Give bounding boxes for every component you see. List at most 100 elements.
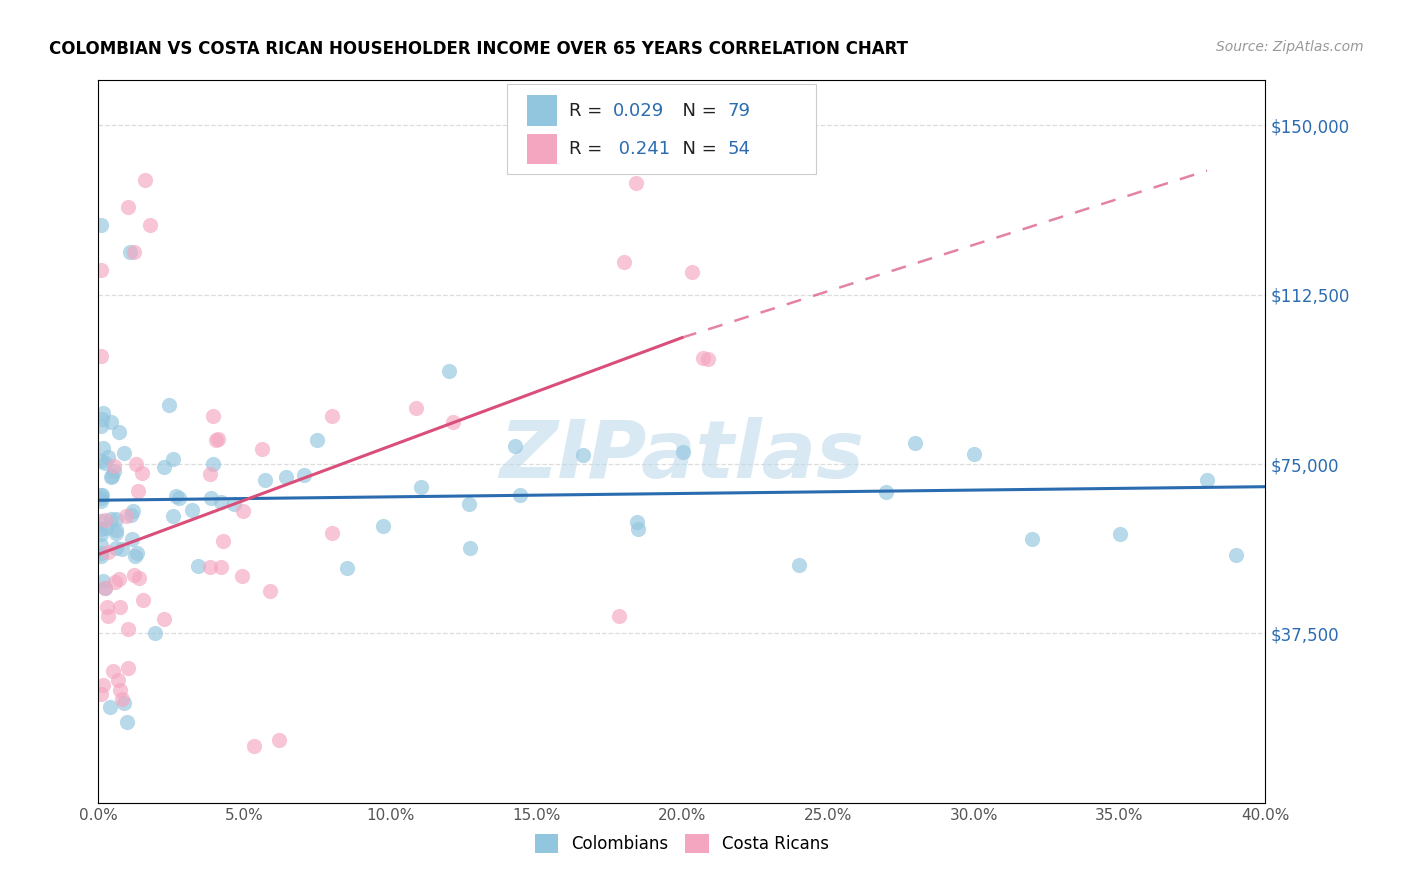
Point [104,541,127,555]
Point [124,244,146,259]
Point [458,541,481,555]
Point [90,514,112,528]
Point [162,509,184,524]
Point [104,574,127,589]
Point [90,349,112,363]
Point [117,714,139,729]
Point [97,545,120,559]
Point [267,732,290,747]
Point [321,526,343,541]
Point [132,592,155,607]
Point [200,491,222,505]
Point [125,457,148,471]
Point [252,442,274,457]
Point [458,497,481,511]
Point [90,491,112,505]
Point [90,539,112,553]
Point [108,599,131,614]
FancyBboxPatch shape [508,84,815,174]
Point [371,519,394,533]
Point [120,508,142,523]
Point [117,200,139,214]
Point [96,599,118,614]
Point [153,612,176,626]
Text: Source: ZipAtlas.com: Source: ZipAtlas.com [1216,40,1364,54]
Point [180,503,202,517]
Point [122,568,145,582]
Point [112,697,135,711]
Point [336,560,359,574]
Point [904,436,927,450]
Point [222,497,245,511]
Point [90,263,112,277]
Point [202,409,225,423]
Point [1021,532,1043,546]
Point [409,480,432,494]
Point [124,549,146,563]
Point [875,484,897,499]
Point [321,409,343,424]
Point [104,512,127,526]
Point [111,692,134,706]
Point [125,546,148,560]
Point [91,574,114,588]
Point [612,255,634,269]
FancyBboxPatch shape [527,95,557,126]
Point [90,418,112,433]
Point [100,512,122,526]
Point [94,513,117,527]
Text: 79: 79 [727,102,751,120]
Point [97,450,120,464]
Text: R =: R = [568,140,607,158]
Point [624,176,647,190]
Point [139,218,162,232]
Point [114,508,136,523]
Point [93,581,115,595]
Text: 54: 54 [727,140,751,158]
Point [165,489,187,503]
Text: ZIPatlas: ZIPatlas [499,417,865,495]
Text: N =: N = [672,140,723,158]
Point [90,549,112,563]
Point [305,433,328,447]
Point [697,351,720,366]
Point [100,415,122,429]
Point [1108,527,1130,541]
Point [120,244,142,259]
Point [108,425,131,439]
Point [169,491,191,505]
Point [90,546,112,560]
Text: 0.029: 0.029 [613,102,664,120]
Point [101,468,124,483]
Text: N =: N = [672,102,723,120]
Point [274,470,297,484]
Point [127,484,149,499]
Point [90,522,112,536]
Point [103,459,125,474]
Point [607,609,630,624]
Point [90,488,112,502]
Point [200,560,222,574]
Point [111,541,134,556]
Point [107,673,129,687]
Legend: Colombians, Costa Ricans: Colombians, Costa Ricans [529,827,835,860]
Point [108,572,131,586]
Point [93,406,115,420]
Point [90,454,112,468]
Point [962,447,984,461]
Point [231,569,253,583]
Point [292,468,315,483]
Point [1195,473,1218,487]
Point [90,527,112,541]
Point [572,448,595,462]
Point [509,487,531,501]
Point [626,515,648,529]
Point [254,473,277,487]
Point [143,626,166,640]
Point [204,433,226,447]
Point [105,523,128,537]
Point [441,416,464,430]
Point [117,622,139,636]
Point [259,584,281,599]
Point [207,432,229,446]
